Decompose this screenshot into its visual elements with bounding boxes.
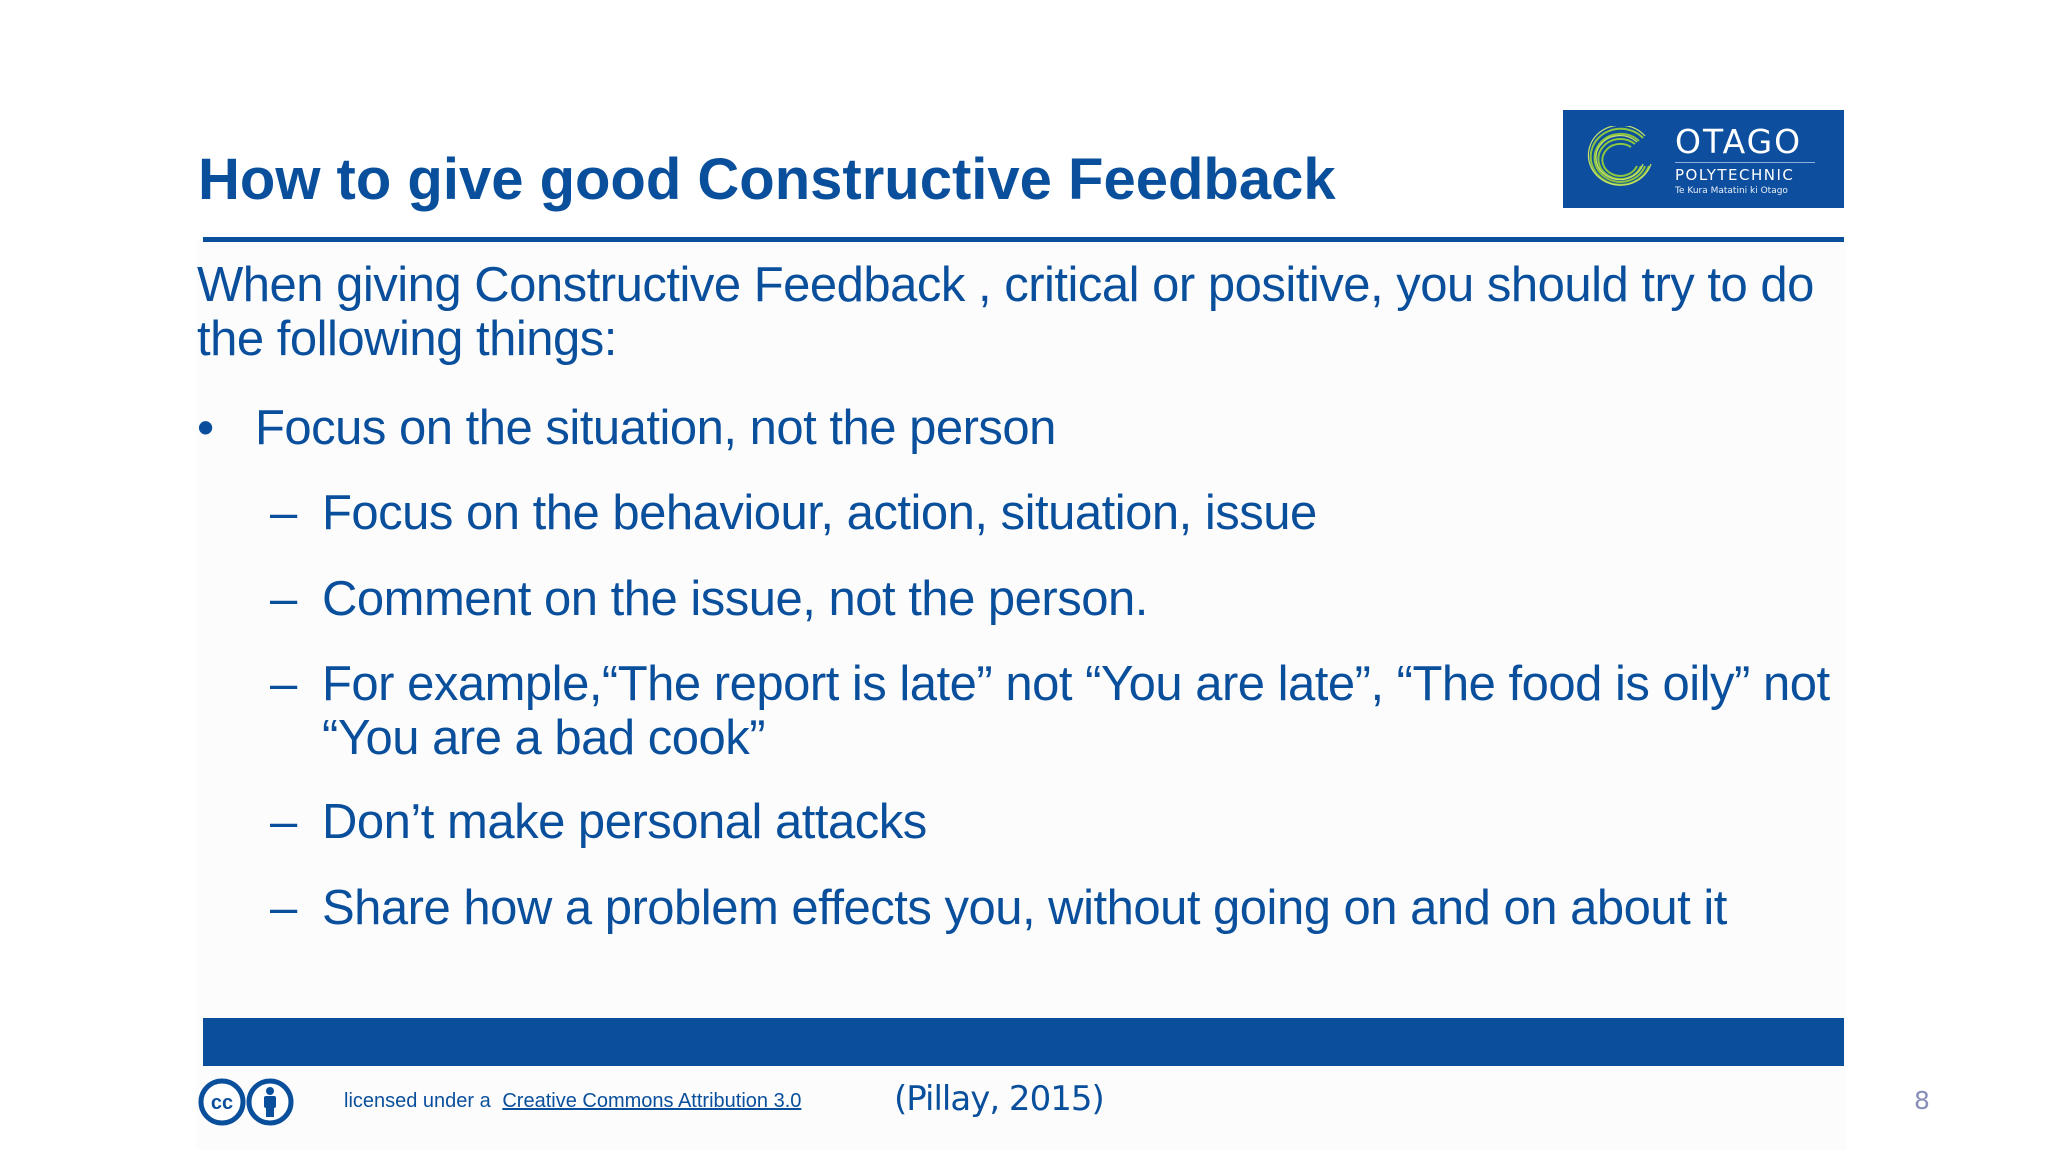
logo-divider — [1675, 162, 1815, 163]
sub-bullet-item: – Focus on the behaviour, action, situat… — [270, 486, 1862, 540]
dash-marker: – — [270, 881, 297, 935]
sub-bullet-item: – Share how a problem effects you, witho… — [270, 881, 1862, 935]
dash-marker: – — [270, 572, 297, 626]
license-link[interactable]: Creative Commons Attribution 3.0 — [502, 1090, 802, 1112]
citation: (Pillay, 2015) — [894, 1079, 1105, 1119]
sub-bullet-text: For example,“The report is late” not “Yo… — [322, 657, 1830, 765]
bullet-text: Focus on the situation, not the person — [255, 401, 1056, 455]
sub-bullet-item: – Comment on the issue, not the person. — [270, 572, 1862, 626]
title-underline — [203, 237, 1844, 242]
slide-title: How to give good Constructive Feedback — [198, 147, 1336, 212]
bullet-item: • Focus on the situation, not the person — [197, 401, 1056, 455]
footer-bar — [203, 1018, 1844, 1066]
intro-paragraph: When giving Constructive Feedback , crit… — [197, 258, 1814, 366]
sub-bullet-text: Share how a problem effects you, without… — [322, 881, 1727, 935]
svg-text:cc: cc — [211, 1092, 233, 1114]
attribution-person-icon — [246, 1078, 294, 1126]
swirl-logo-icon — [1587, 126, 1652, 186]
dash-marker: – — [270, 486, 297, 540]
license-text: licensed under a Creative Commons Attrib… — [344, 1090, 801, 1113]
license-prefix: licensed under a — [344, 1090, 491, 1112]
sub-bullet-item: – For example,“The report is late” not “… — [270, 657, 1862, 765]
logo-name: OTAGO — [1675, 122, 1803, 161]
dash-marker: – — [270, 657, 297, 711]
slide-content-area — [196, 240, 1846, 1150]
cc-icon: cc — [198, 1078, 246, 1126]
dash-marker: – — [270, 795, 297, 849]
sub-bullet-text: Comment on the issue, not the person. — [322, 572, 1148, 626]
sub-bullet-text: Focus on the behaviour, action, situatio… — [322, 486, 1317, 540]
logo-subtitle: POLYTECHNIC — [1675, 166, 1795, 184]
sub-bullet-text: Don’t make personal attacks — [322, 795, 927, 849]
bullet-marker: • — [197, 401, 214, 455]
creative-commons-badge: cc — [198, 1078, 294, 1126]
logo-tagline: Te Kura Matatini ki Otago — [1675, 186, 1788, 196]
sub-bullet-item: – Don’t make personal attacks — [270, 795, 1862, 849]
page-number: 8 — [1914, 1086, 1930, 1115]
otago-polytechnic-logo: OTAGO POLYTECHNIC Te Kura Matatini ki Ot… — [1563, 110, 1844, 208]
